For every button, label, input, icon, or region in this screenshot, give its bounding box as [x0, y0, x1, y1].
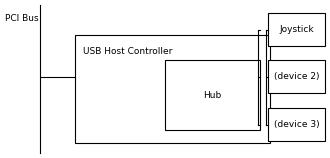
Bar	[75, 35, 270, 143]
Text: (device 2): (device 2)	[274, 72, 319, 81]
Bar	[165, 60, 260, 130]
Bar	[268, 108, 325, 141]
Text: Joystick: Joystick	[279, 25, 314, 34]
Bar	[268, 13, 325, 46]
Text: USB Host Controller: USB Host Controller	[83, 47, 172, 56]
Bar	[268, 60, 325, 93]
Text: Hub: Hub	[203, 91, 222, 100]
Text: (device 3): (device 3)	[274, 120, 319, 129]
Text: PCI Bus: PCI Bus	[5, 14, 39, 23]
